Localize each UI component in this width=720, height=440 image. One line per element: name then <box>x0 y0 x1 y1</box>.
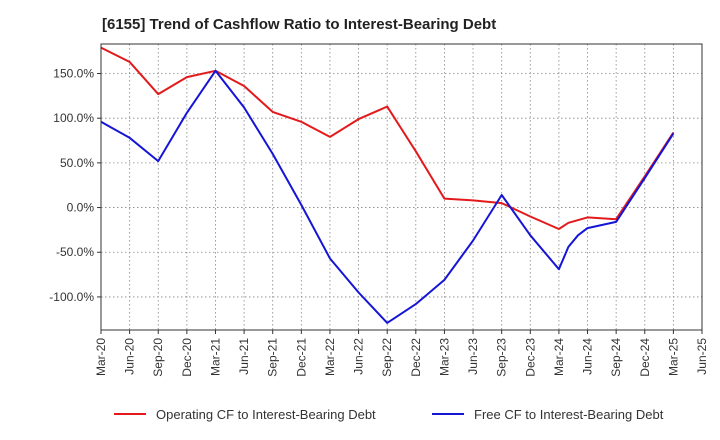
x-tick-label: Mar-25 <box>666 338 680 376</box>
series-line-2 <box>100 69 675 324</box>
x-tick-label: Sep-24 <box>609 338 623 377</box>
series-line-1 <box>100 46 675 230</box>
x-tick-label: Mar-22 <box>323 338 337 376</box>
x-tick-label: Dec-22 <box>409 338 423 377</box>
x-tick-label: Dec-24 <box>638 338 652 377</box>
y-tick-label: 0.0% <box>67 201 95 215</box>
x-tick-label: Mar-23 <box>437 338 451 376</box>
x-tick-label: Mar-21 <box>208 338 222 376</box>
x-tick-label: Jun-25 <box>695 338 709 375</box>
y-tick-label: 100.0% <box>53 111 94 125</box>
x-tick-label: Sep-22 <box>380 338 394 377</box>
grid-layer <box>101 44 703 330</box>
x-tick-label: Jun-24 <box>581 338 595 375</box>
x-tick-label: Sep-20 <box>151 338 165 377</box>
x-tick-label: Dec-20 <box>180 338 194 377</box>
axes-layer: 150.0% 100.0% 50.0% 0.0% -50.0% -100.0% Mar-20… <box>49 43 709 377</box>
x-tick-label: Jun-23 <box>466 338 480 375</box>
x-tick-label: Sep-21 <box>266 338 280 377</box>
x-tick-label: Jun-22 <box>352 338 366 375</box>
legend-layer: Operating CF to Interest-Bearing Debt Fre… <box>114 407 664 422</box>
legend-label-1: Operating CF to Interest-Bearing Debt <box>156 407 376 422</box>
x-tick-label: Mar-24 <box>552 338 566 376</box>
x-tick-label: Sep-23 <box>495 338 509 377</box>
x-tick-label: Dec-23 <box>523 338 537 377</box>
x-tick-label: Jun-21 <box>237 338 251 375</box>
y-tick-label: -50.0% <box>56 245 94 259</box>
y-tick-label: 150.0% <box>53 66 94 80</box>
x-tick-label: Dec-21 <box>294 338 308 377</box>
chart-title: [6155] Trend of Cashflow Ratio to Intere… <box>102 16 497 33</box>
legend-label-2: Free CF to Interest-Bearing Debt <box>474 407 664 422</box>
y-tick-label: -100.0% <box>49 290 94 304</box>
x-tick-label: Jun-20 <box>123 338 137 375</box>
y-tick-label: 50.0% <box>60 156 94 170</box>
x-tick-label: Mar-20 <box>94 338 108 376</box>
series-layer <box>100 46 675 324</box>
plot-frame <box>100 43 703 331</box>
